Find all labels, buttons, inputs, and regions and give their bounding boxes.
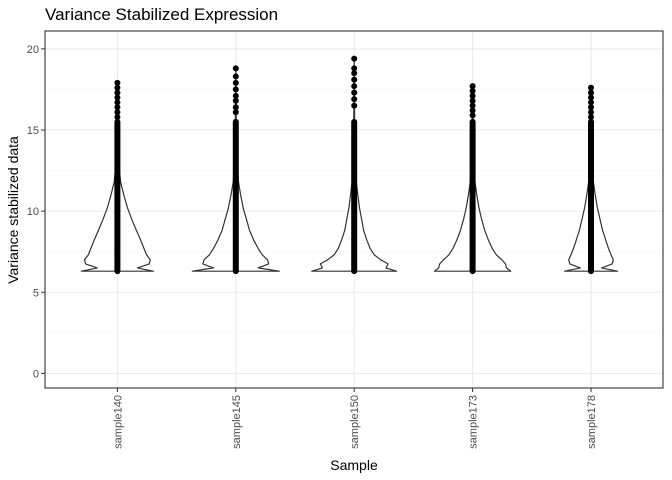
data-point bbox=[351, 55, 358, 62]
data-point bbox=[114, 109, 121, 116]
y-tick-label: 5 bbox=[33, 287, 39, 299]
data-point bbox=[351, 102, 358, 109]
y-axis-title: Variance stabilized data bbox=[5, 136, 21, 284]
y-tick-label: 0 bbox=[33, 368, 39, 380]
data-point bbox=[351, 76, 358, 83]
data-point bbox=[351, 83, 358, 90]
violin-group bbox=[433, 83, 512, 275]
data-point bbox=[232, 65, 239, 72]
data-point bbox=[232, 104, 239, 111]
data-point bbox=[232, 92, 239, 99]
data-point bbox=[114, 104, 121, 111]
data-point bbox=[232, 109, 239, 116]
data-point bbox=[232, 86, 239, 93]
data-point bbox=[351, 89, 358, 96]
violin-group bbox=[311, 55, 398, 275]
data-point bbox=[469, 102, 476, 109]
data-point bbox=[469, 83, 476, 90]
data-point bbox=[114, 94, 121, 101]
data-point bbox=[469, 92, 476, 99]
data-point bbox=[351, 65, 358, 72]
y-tick-label: 10 bbox=[27, 206, 39, 218]
data-point bbox=[114, 89, 121, 96]
data-point bbox=[351, 96, 358, 103]
data-point bbox=[588, 104, 594, 111]
data-point bbox=[588, 99, 594, 106]
x-tick-label: sample145 bbox=[231, 395, 243, 449]
data-point bbox=[232, 79, 239, 86]
data-point bbox=[114, 84, 121, 91]
violin-group bbox=[563, 84, 619, 275]
chart-title: Variance Stabilized Expression bbox=[45, 5, 278, 24]
plot-panel: 0 5 10 15 20 sample140 sample145 sample150 sampl… bbox=[27, 30, 664, 449]
data-point bbox=[232, 97, 239, 104]
data-point bbox=[588, 84, 594, 91]
data-point bbox=[588, 109, 594, 116]
data-point bbox=[232, 73, 239, 80]
data-point bbox=[114, 114, 121, 121]
data-point bbox=[588, 114, 594, 121]
y-tick-label: 15 bbox=[27, 125, 39, 137]
x-tick-label: sample150 bbox=[349, 395, 361, 449]
x-axis-title: Sample bbox=[330, 457, 378, 473]
data-point bbox=[114, 99, 121, 106]
x-tick-label: sample140 bbox=[112, 395, 124, 449]
data-point bbox=[469, 97, 476, 104]
data-point bbox=[588, 94, 594, 101]
data-point bbox=[469, 112, 476, 119]
y-tick-label: 20 bbox=[27, 44, 39, 56]
data-point bbox=[469, 88, 476, 95]
data-point bbox=[469, 107, 476, 114]
violin-group bbox=[80, 79, 154, 275]
x-tick-label: sample178 bbox=[586, 395, 598, 449]
x-tick-label: sample173 bbox=[468, 395, 480, 449]
violin-group bbox=[191, 65, 280, 275]
data-point bbox=[588, 89, 594, 96]
data-point bbox=[351, 70, 358, 77]
data-point bbox=[114, 79, 121, 86]
